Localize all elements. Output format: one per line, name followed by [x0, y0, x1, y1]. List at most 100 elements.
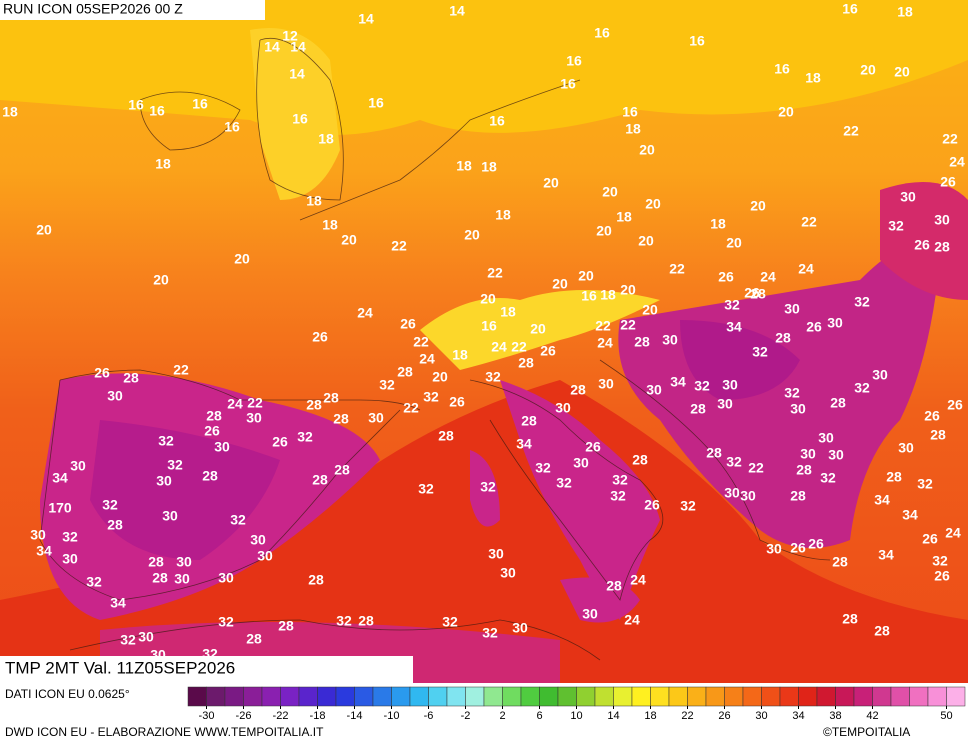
- colorbar-swatch: [409, 686, 429, 707]
- temperature-label: 22: [487, 265, 503, 281]
- temperature-label: 30: [790, 401, 806, 417]
- temperature-label: 32: [485, 369, 501, 385]
- colorbar-label: -22: [273, 710, 289, 722]
- temperature-label: 34: [902, 507, 918, 523]
- temperature-label: 28: [438, 428, 454, 444]
- temperature-label: 28: [706, 445, 722, 461]
- temperature-label: 18: [456, 158, 472, 174]
- temperature-label: 30: [488, 546, 504, 562]
- temperature-label: 22: [942, 131, 958, 147]
- colorbar-swatch: [631, 686, 651, 707]
- temperature-label: 30: [62, 551, 78, 567]
- temperature-label: 26: [718, 269, 734, 285]
- temperature-label: 22: [173, 362, 189, 378]
- colorbar-swatch: [946, 686, 966, 707]
- temperature-label: 32: [917, 476, 933, 492]
- colorbar-swatch: [372, 686, 392, 707]
- temperature-label: 18: [155, 156, 171, 172]
- colorbar-swatch: [446, 686, 466, 707]
- temperature-label: 16: [594, 25, 610, 41]
- temperature-label: 20: [234, 251, 250, 267]
- temperature-label: 32: [726, 454, 742, 470]
- temperature-label: 16: [774, 61, 790, 77]
- temperature-label: 22: [669, 261, 685, 277]
- colorbar-swatch: [428, 686, 448, 707]
- colorbar-swatch: [835, 686, 855, 707]
- temperature-label: 28: [123, 370, 139, 386]
- temperature-label: 28: [358, 613, 374, 629]
- temperature-label: 28: [690, 401, 706, 417]
- header-box: [0, 0, 265, 20]
- colorbar-label: -2: [461, 710, 471, 722]
- temperature-label: 32: [854, 294, 870, 310]
- temperature-label: 20: [552, 276, 568, 292]
- temperature-label: 30: [176, 554, 192, 570]
- temperature-label: 28: [206, 408, 222, 424]
- colorbar-swatch: [243, 686, 263, 707]
- temperature-label: 28: [606, 578, 622, 594]
- temperature-label: 28: [246, 631, 262, 647]
- temperature-label: 30: [800, 446, 816, 462]
- colorbar-label: 6: [536, 710, 542, 722]
- temperature-label: 34: [670, 374, 686, 390]
- temperature-label: 20: [480, 291, 496, 307]
- temperature-label: 26: [644, 497, 660, 513]
- temperature-label: 32: [418, 481, 434, 497]
- temperature-label: 18: [495, 207, 511, 223]
- colorbar-swatch: [890, 686, 910, 707]
- temperature-label: 20: [639, 142, 655, 158]
- temperature-label: 28: [107, 517, 123, 533]
- temperature-label: 18: [322, 217, 338, 233]
- temperature-label: 20: [860, 62, 876, 78]
- temperature-label: 30: [368, 410, 384, 426]
- temperature-label: 26: [540, 343, 556, 359]
- temperature-label: 32: [854, 380, 870, 396]
- colorbar-label: 38: [829, 710, 841, 722]
- temperature-label: 32: [297, 429, 313, 445]
- temperature-label: 32: [535, 460, 551, 476]
- temperature-label: 28: [323, 390, 339, 406]
- temperature-label: 30: [174, 571, 190, 587]
- temperature-label: 24: [357, 305, 373, 321]
- temperature-label: 30: [250, 532, 266, 548]
- temperature-label: 30: [218, 570, 234, 586]
- colorbar-swatch: [798, 686, 818, 707]
- colorbar-label: 30: [755, 710, 767, 722]
- temperature-label: 28: [830, 395, 846, 411]
- temperature-label: 18: [625, 121, 641, 137]
- temperature-label: 34: [874, 492, 890, 508]
- temperature-label: 28: [750, 286, 766, 302]
- temperature-label: 26: [400, 316, 416, 332]
- temperature-label: 28: [306, 397, 322, 413]
- field-box: [0, 656, 413, 683]
- temperature-label: 32: [680, 498, 696, 514]
- colorbar-label: 22: [681, 710, 693, 722]
- temperature-label: 18: [2, 104, 18, 120]
- temperature-label: 32: [888, 218, 904, 234]
- temperature-label: 26: [924, 408, 940, 424]
- field-label: TMP 2MT Val. 11Z05SEP2026: [5, 658, 235, 677]
- temperature-label: 32: [423, 389, 439, 405]
- colorbar-label: 14: [607, 710, 619, 722]
- temperature-label: 18: [600, 287, 616, 303]
- colorbar-label: 18: [644, 710, 656, 722]
- temperature-label: 28: [874, 623, 890, 639]
- colorbar-swatch: [594, 686, 614, 707]
- temperature-label: 28: [632, 452, 648, 468]
- temperature-label: 20: [596, 223, 612, 239]
- temperature-label: 34: [878, 547, 894, 563]
- temperature-label: 18: [616, 209, 632, 225]
- temperature-label: 32: [120, 632, 136, 648]
- colorbar-swatch: [539, 686, 559, 707]
- temperature-label: 30: [214, 439, 230, 455]
- temperature-label: 34: [110, 595, 126, 611]
- colorbar-swatch: [261, 686, 281, 707]
- temperature-label: 26: [806, 319, 822, 335]
- temperature-label: 18: [481, 159, 497, 175]
- temperature-label: 20: [530, 321, 546, 337]
- temperature-label: 32: [86, 574, 102, 590]
- temperature-label: 24: [624, 612, 640, 628]
- colorbar-swatch: [502, 686, 522, 707]
- temperature-label: 28: [518, 355, 534, 371]
- temperature-label: 30: [828, 447, 844, 463]
